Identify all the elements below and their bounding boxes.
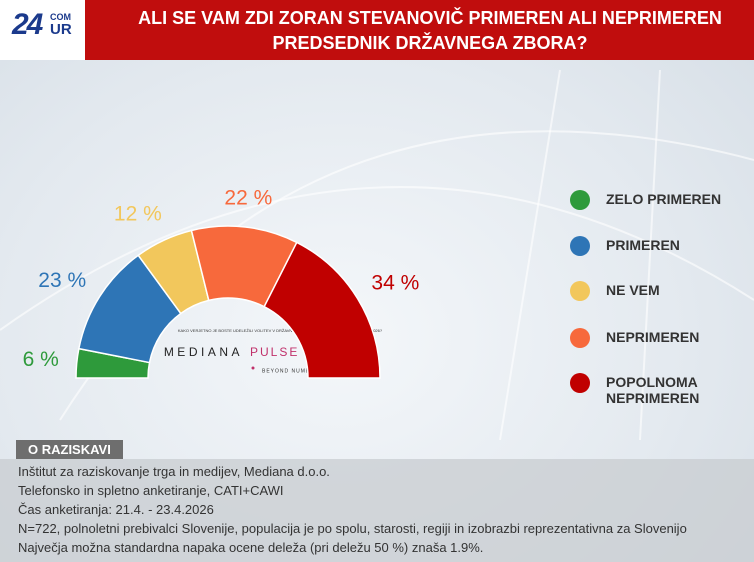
about-panel: Inštitut za raziskovanje trga in medijev… <box>0 459 754 562</box>
brand-suffix: PULSE <box>250 345 299 359</box>
logo-com: COM <box>50 12 71 22</box>
legend-item: NEPRIMEREN <box>570 328 750 368</box>
header-bar <box>85 0 754 60</box>
segment <box>263 241 381 379</box>
legend-label: PRIMEREN <box>606 237 680 253</box>
data-label: 22 % <box>224 187 272 210</box>
legend-label: ZELO PRIMEREN <box>606 191 722 207</box>
about-label: O RAZISKAVI <box>16 440 123 459</box>
data-label: 6 % <box>23 348 59 371</box>
data-label: 12 % <box>114 202 162 225</box>
data-label: 23 % <box>38 269 86 292</box>
chart-title: ALI SE VAM ZDI ZORAN STEVANOVIČ PRIMEREN… <box>138 8 722 53</box>
question-note: KAKO VERJETNO JE BOSTE UDELEŽILI VOLITEV… <box>178 328 383 333</box>
logo[interactable]: 24 COM UR <box>0 0 85 60</box>
brand-dot <box>251 366 255 370</box>
bg-line <box>499 69 561 440</box>
legend-swatch <box>570 328 590 348</box>
brand-tagline: BEYOND NUMBERS <box>262 368 324 374</box>
legend-swatch <box>570 281 590 301</box>
chart: KAKO VERJETNO JE BOSTE UDELEŽILI VOLITEV… <box>0 69 754 440</box>
about-line: Telefonsko in spletno anketiranje, CATI+… <box>18 483 284 498</box>
legend-item: PRIMEREN <box>570 236 750 276</box>
legend-swatch <box>570 236 590 256</box>
legend-item: POPOLNOMA NEPRIMEREN <box>570 373 750 413</box>
legend-swatch <box>570 373 590 393</box>
legend-swatch <box>570 190 590 210</box>
about-line: Čas anketiranja: 21.4. - 23.4.2026 <box>18 502 214 517</box>
logo-number: 24 <box>12 8 43 41</box>
legend-item: NE VEM <box>570 281 750 321</box>
legend-item: ZELO PRIMEREN <box>570 190 750 230</box>
about-line: Največja možna standardna napaka ocene d… <box>18 540 484 555</box>
legend-label: NEPRIMEREN <box>606 329 700 345</box>
logo-ur: UR <box>50 21 72 38</box>
about-line: N=722, polnoletni prebivalci Slovenije, … <box>18 521 687 536</box>
legend-label: POPOLNOMA NEPRIMEREN <box>606 374 700 406</box>
legend-label: NE VEM <box>606 282 660 298</box>
data-label: 34 % <box>371 271 419 294</box>
bg-line <box>639 69 661 440</box>
bg-line <box>0 186 754 331</box>
brand: MEDIANA <box>164 345 243 359</box>
about-line: Inštitut za raziskovanje trga in medijev… <box>18 464 330 479</box>
